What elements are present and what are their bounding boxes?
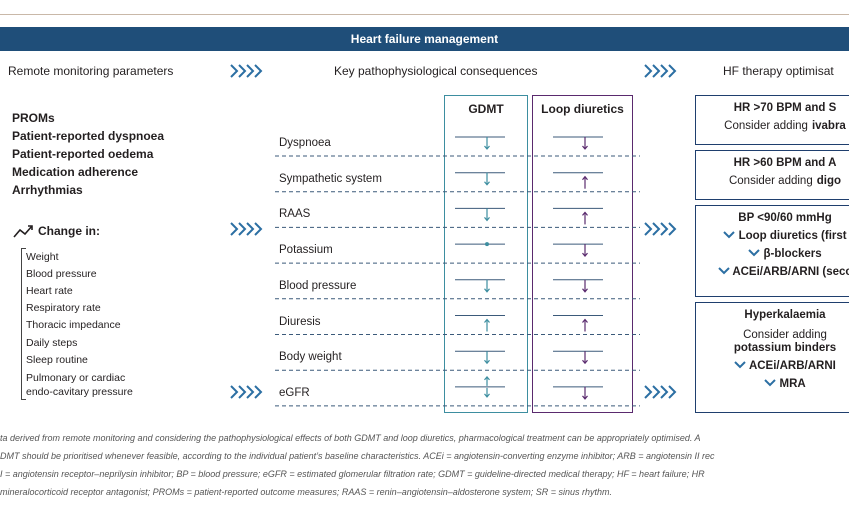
effect-row: RAAS bbox=[279, 208, 311, 221]
therapy-text: Consider adding bbox=[724, 120, 808, 132]
therapy-drug: digo bbox=[816, 175, 842, 187]
therapy-text: Consider adding bbox=[743, 329, 827, 341]
therapy-box: HR >60 BPM and A Consider adding digo bbox=[695, 150, 849, 200]
effect-row: Sympathetic system bbox=[279, 172, 382, 185]
chevron bbox=[668, 385, 677, 399]
footnote: DMT should be prioritised whenever feasi… bbox=[0, 451, 715, 461]
prom-item: Arrhythmias bbox=[12, 183, 83, 197]
top-rule bbox=[0, 14, 849, 15]
chevron bbox=[660, 222, 669, 236]
down-chevron bbox=[748, 249, 761, 257]
chevron bbox=[652, 64, 661, 78]
chevron bbox=[238, 64, 247, 78]
chevron bbox=[254, 222, 263, 236]
chevron bbox=[230, 222, 239, 236]
chevron bbox=[246, 385, 255, 399]
chevron bbox=[668, 222, 677, 236]
chevron bbox=[230, 385, 239, 399]
chevron bbox=[230, 64, 239, 78]
gdmt-box bbox=[444, 95, 528, 413]
chevron bbox=[644, 385, 653, 399]
chevron bbox=[652, 222, 661, 236]
change-item: Daily steps bbox=[26, 337, 78, 349]
therapy-title: Hyperkalaemia bbox=[744, 309, 826, 321]
prom-item: Patient-reported oedema bbox=[12, 147, 154, 161]
effect-header: Loop diuretics bbox=[541, 102, 624, 116]
chevron bbox=[246, 222, 255, 236]
change-item: Heart rate bbox=[26, 285, 73, 297]
effect-row: Dyspnoea bbox=[279, 137, 331, 149]
bracket bbox=[21, 248, 26, 400]
change-item: Respiratory rate bbox=[26, 302, 101, 314]
change-title: Change in: bbox=[38, 224, 100, 238]
prom-item: Patient-reported dyspnoea bbox=[12, 129, 165, 143]
chevron bbox=[660, 385, 669, 399]
header-bar: Heart failure management bbox=[0, 27, 849, 51]
therapy-item: ACEi/ARB/ARNI (seco bbox=[732, 266, 849, 278]
prom-item: PROMs bbox=[12, 111, 55, 125]
effect-row: Diuresis bbox=[279, 315, 321, 328]
change-item: Blood pressure bbox=[26, 268, 97, 280]
change-item: Sleep routine bbox=[26, 354, 88, 366]
therapy-item: β-blockers bbox=[763, 248, 822, 260]
change-item: Weight bbox=[26, 251, 59, 263]
chevron bbox=[254, 385, 263, 399]
change-item: Pulmonary or cardiac endo-cavitary press… bbox=[26, 372, 133, 398]
footnote: I = angiotensin receptor–neprilysin inhi… bbox=[0, 469, 705, 479]
therapy-title: HR >70 BPM and S bbox=[733, 102, 837, 114]
footnote: ta derived from remote monitoring and co… bbox=[0, 433, 701, 443]
down-chevron bbox=[723, 231, 736, 239]
down-chevron bbox=[734, 361, 746, 369]
therapy-box: Hyperkalaemia Consider adding potassium … bbox=[695, 302, 849, 413]
chevron bbox=[238, 222, 247, 236]
column-header: Key pathophysiological consequences bbox=[334, 64, 538, 78]
effect-row: Blood pressure bbox=[279, 279, 357, 292]
chevron bbox=[668, 64, 677, 78]
effect-row: Body weight bbox=[279, 351, 342, 364]
prom-item: Medication adherence bbox=[12, 165, 139, 179]
chevron bbox=[652, 385, 661, 399]
therapy-item: Loop diuretics (first bbox=[738, 230, 847, 242]
chevron bbox=[660, 64, 669, 78]
therapy-item: ACEi/ARB/ARNI bbox=[748, 360, 836, 372]
effect-row: eGFR bbox=[279, 386, 310, 399]
change-item: Thoracic impedance bbox=[26, 319, 121, 331]
therapy-text: Consider adding bbox=[728, 175, 813, 187]
down-chevron bbox=[717, 267, 730, 275]
effect-row: Potassium bbox=[279, 244, 333, 257]
chevron bbox=[238, 385, 247, 399]
column-header: HF therapy optimisat bbox=[723, 64, 834, 78]
trend-icon bbox=[13, 225, 33, 238]
therapy-title: HR >60 BPM and A bbox=[733, 157, 837, 169]
column-header: Remote monitoring parameters bbox=[8, 64, 174, 78]
therapy-drug: potassium binders bbox=[733, 342, 837, 354]
header-title: Heart failure management bbox=[350, 32, 499, 46]
loop-box bbox=[532, 95, 633, 413]
trend-icon bbox=[28, 225, 33, 230]
therapy-box: BP <90/60 mmHg Loop diuretics (first β-b… bbox=[695, 205, 849, 297]
chevron bbox=[254, 64, 263, 78]
chevron bbox=[644, 64, 653, 78]
therapy-drug: ivabra bbox=[811, 120, 846, 132]
chevron bbox=[644, 222, 653, 236]
therapy-box: HR >70 BPM and S Consider adding ivabra bbox=[695, 95, 849, 145]
down-chevron bbox=[764, 379, 777, 387]
chevron bbox=[246, 64, 255, 78]
footnote: mineralocorticoid receptor antagonist; P… bbox=[0, 487, 613, 497]
therapy-title: BP <90/60 mmHg bbox=[738, 212, 832, 224]
effect-header: GDMT bbox=[468, 102, 504, 116]
therapy-item: MRA bbox=[779, 378, 806, 390]
